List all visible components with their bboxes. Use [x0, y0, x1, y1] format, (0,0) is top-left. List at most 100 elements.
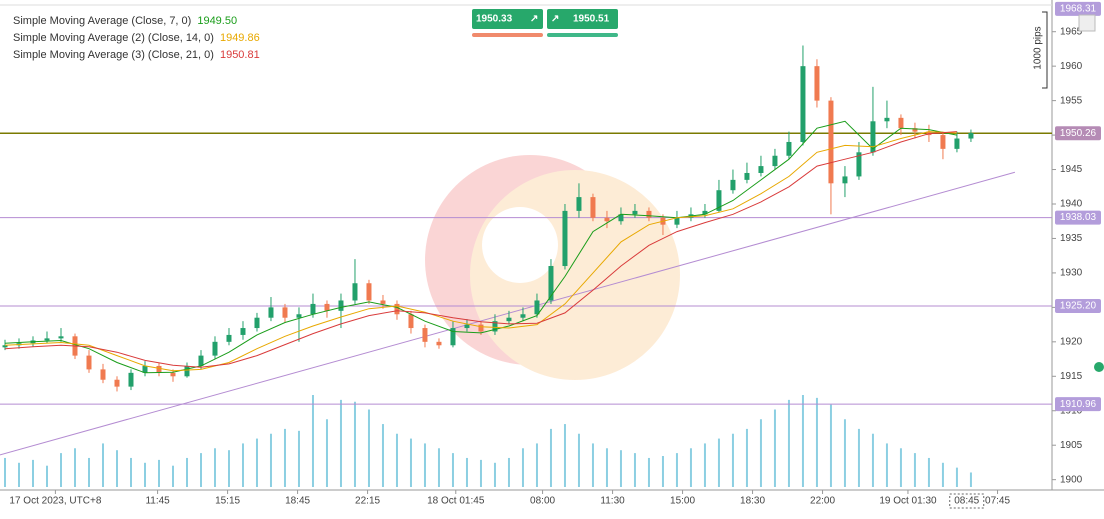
- candle-body: [478, 324, 484, 332]
- x-tick-label: 15:15: [215, 496, 240, 507]
- level-label: 1938.03: [1060, 212, 1097, 223]
- level-label-box: [1055, 298, 1101, 313]
- x-tick-label: 11:30: [600, 496, 625, 507]
- x-tick-label: 19 Oct 01:30: [879, 496, 937, 507]
- buy-bar: [547, 33, 618, 37]
- candle-body: [198, 355, 204, 366]
- candle-body: [548, 266, 554, 301]
- candle-body: [380, 300, 386, 304]
- candle-body: [2, 345, 8, 348]
- y-tick-label: 1920: [1060, 336, 1083, 347]
- top-label-box: [1055, 1, 1101, 16]
- level-label: 1950.26: [1060, 128, 1097, 139]
- candle-body: [534, 300, 540, 315]
- candle-body: [422, 328, 428, 342]
- level-label-box: [1055, 210, 1101, 225]
- candle-body: [506, 317, 512, 322]
- level-label-box: [1055, 397, 1101, 412]
- y-tick-label: 1935: [1060, 233, 1083, 244]
- candle-body: [128, 372, 134, 387]
- buy-arrow: ↗: [551, 14, 559, 25]
- candle-body: [366, 283, 372, 301]
- candle-body: [58, 336, 64, 339]
- sell-arrow: ↗: [530, 14, 538, 25]
- sell-price: 1950.33: [476, 14, 513, 25]
- x-tick-label: 08:00: [530, 496, 555, 507]
- y-tick-label: 1940: [1060, 199, 1083, 210]
- candle-body: [240, 328, 246, 335]
- x-tick-label: 22:15: [355, 496, 380, 507]
- x-tick-label: 15:00: [670, 496, 695, 507]
- candle-body: [898, 117, 904, 129]
- candle-body: [800, 66, 806, 142]
- y-tick-label: 1955: [1060, 95, 1083, 106]
- candle-body: [814, 66, 820, 101]
- y-tick-label: 1945: [1060, 164, 1083, 175]
- pips-bracket: [1042, 11, 1048, 89]
- candle-body: [576, 197, 582, 211]
- candle-body: [352, 283, 358, 301]
- candle-body: [744, 172, 750, 180]
- candle-body: [268, 307, 274, 318]
- candle-body: [618, 214, 624, 222]
- x-tick-label: 18 Oct 01:45: [427, 496, 485, 507]
- candle-body: [702, 210, 708, 215]
- crosshair-label: 08:45: [954, 496, 979, 507]
- candle-body: [730, 179, 736, 191]
- candle-body: [520, 314, 526, 318]
- candle-body: [450, 328, 456, 346]
- top-label: 1968.31: [1060, 4, 1097, 15]
- y-tick-label: 1900: [1060, 474, 1083, 485]
- trendline: [0, 171, 1016, 456]
- x-tick-label: 22:00: [810, 496, 835, 507]
- candle-body: [940, 135, 946, 149]
- candle-body: [170, 372, 176, 377]
- candle-body: [884, 117, 890, 122]
- level-label: 1925.20: [1060, 301, 1097, 312]
- candle-body: [114, 379, 120, 387]
- sma-line: [4, 131, 957, 368]
- candle-body: [44, 338, 50, 341]
- sell-bar: [472, 33, 543, 37]
- candle-body: [604, 217, 610, 222]
- x-tick-label: 07:45: [985, 496, 1010, 507]
- buy-price: 1950.51: [573, 14, 610, 25]
- candle-body: [716, 190, 722, 211]
- legend-text: Simple Moving Average (3) (Close, 21, 0): [13, 49, 214, 61]
- candle-body: [590, 197, 596, 218]
- y-tick-label: 1915: [1060, 371, 1083, 382]
- candle-body: [562, 210, 568, 267]
- candle-body: [86, 355, 92, 370]
- y-tick-label: 1905: [1060, 440, 1083, 451]
- sma-line: [4, 120, 957, 374]
- x-tick-label: 17 Oct 2023, UTC+8: [9, 496, 101, 507]
- legend-value: 1949.50: [197, 15, 237, 27]
- candle-body: [394, 303, 400, 315]
- legend-value: 1949.86: [220, 32, 260, 44]
- candle-body: [142, 365, 148, 373]
- pips-label: 1000 pips: [1033, 26, 1044, 69]
- candle-body: [324, 303, 330, 311]
- watermark: [425, 155, 680, 380]
- level-label: 1910.96: [1060, 399, 1097, 410]
- x-tick-label: 18:30: [740, 496, 765, 507]
- candle-body: [492, 321, 498, 332]
- candle-body: [786, 141, 792, 156]
- level-label-box: [1055, 126, 1101, 141]
- edit-icon[interactable]: [1078, 14, 1096, 32]
- plot: 1900190519101915192019251930193519401945…: [0, 1, 1101, 509]
- sell-button[interactable]: [472, 9, 543, 29]
- y-tick-label: 1930: [1060, 268, 1083, 279]
- candle-body: [282, 307, 288, 318]
- y-tick-label: 1960: [1060, 61, 1083, 72]
- x-tick-label: 18:45: [285, 496, 310, 507]
- candle-body: [828, 100, 834, 184]
- legend-text: Simple Moving Average (Close, 7, 0): [13, 15, 191, 27]
- candle-body: [296, 314, 302, 318]
- candle-body: [100, 369, 106, 380]
- candle-body: [674, 217, 680, 225]
- buy-button[interactable]: [547, 9, 618, 29]
- candle-body: [954, 138, 960, 149]
